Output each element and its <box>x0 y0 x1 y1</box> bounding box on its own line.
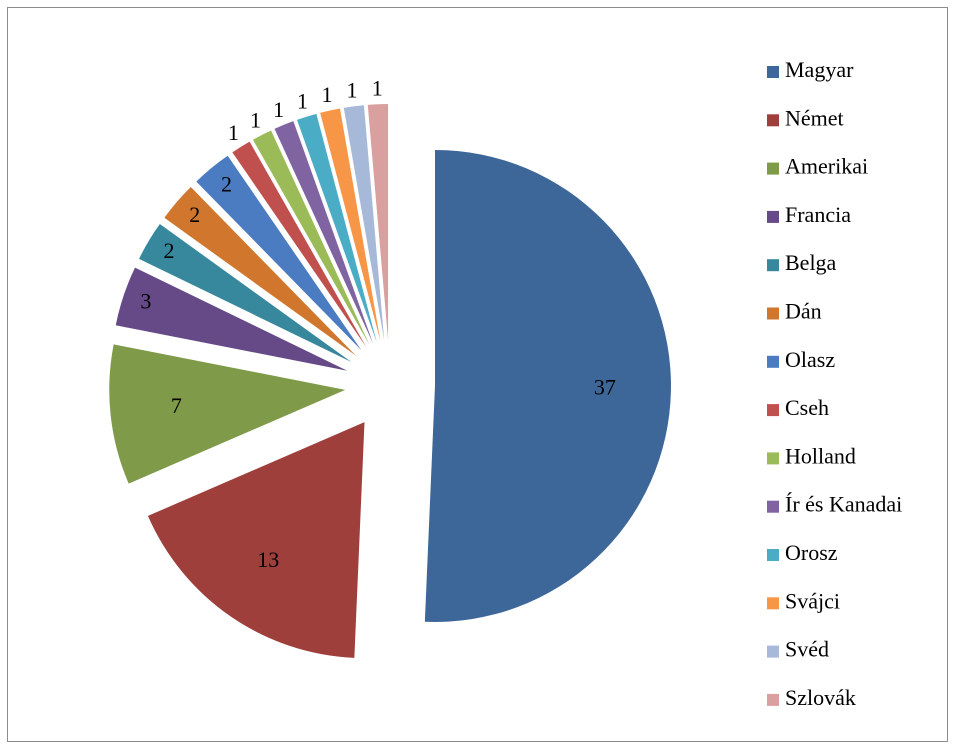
legend-label: Orosz <box>785 540 838 565</box>
legend-swatch <box>767 597 779 610</box>
pie-slice <box>147 422 365 658</box>
legend-label: Szlovák <box>785 685 856 710</box>
legend-label: Svéd <box>785 637 829 662</box>
data-label: 1 <box>228 120 239 145</box>
data-label: 2 <box>189 202 200 227</box>
data-label: 2 <box>163 238 174 263</box>
data-label: 3 <box>140 288 151 313</box>
pie-slice <box>139 224 352 362</box>
pie-slice <box>367 104 389 341</box>
legend-swatch <box>767 259 779 272</box>
data-label: 1 <box>297 88 308 113</box>
data-label: 1 <box>273 97 284 122</box>
legend-swatch <box>767 114 779 127</box>
pie-slice <box>232 141 367 347</box>
legend-swatch <box>767 162 779 175</box>
data-label: 1 <box>347 78 358 103</box>
legend-swatch <box>767 452 779 465</box>
data-label: 1 <box>322 82 333 107</box>
legend-swatch <box>767 355 779 368</box>
legend-swatch <box>767 549 779 561</box>
pie-slice <box>274 121 374 344</box>
pie-slice <box>320 108 381 342</box>
legend-swatch <box>767 693 779 706</box>
pie-slice <box>343 105 385 341</box>
legend-label: Francia <box>785 202 851 227</box>
legend-label: Dán <box>785 299 822 324</box>
data-label: 1 <box>250 107 261 132</box>
pie-slice <box>109 344 346 484</box>
legend-label: Svájci <box>785 588 840 613</box>
legend-swatch <box>767 500 779 513</box>
legend-swatch <box>767 210 779 223</box>
legend-swatch <box>767 404 779 417</box>
legend-label: Olasz <box>785 347 835 372</box>
pie-slice <box>424 149 671 622</box>
data-label: 2 <box>221 171 232 196</box>
data-label: 13 <box>257 547 279 572</box>
legend-label: Cseh <box>785 395 829 420</box>
legend-label: Magyar <box>785 57 854 82</box>
legend-label: Amerikai <box>785 154 868 179</box>
legend-label: Belga <box>785 250 837 275</box>
legend-swatch <box>767 307 779 320</box>
legend-label: Német <box>785 105 844 130</box>
pie-slice <box>196 155 362 351</box>
pie-slice <box>252 130 370 345</box>
pie-slice <box>296 113 377 343</box>
legend-swatch <box>767 66 779 78</box>
legend-label: Ír és Kanadai <box>785 492 902 517</box>
legend-swatch <box>767 645 779 658</box>
legend-label: Holland <box>785 443 856 468</box>
data-label: 7 <box>171 393 182 418</box>
pie-slice <box>115 267 348 371</box>
pie-slice <box>164 187 356 356</box>
data-label: 1 <box>372 75 383 100</box>
data-label: 37 <box>594 375 616 400</box>
